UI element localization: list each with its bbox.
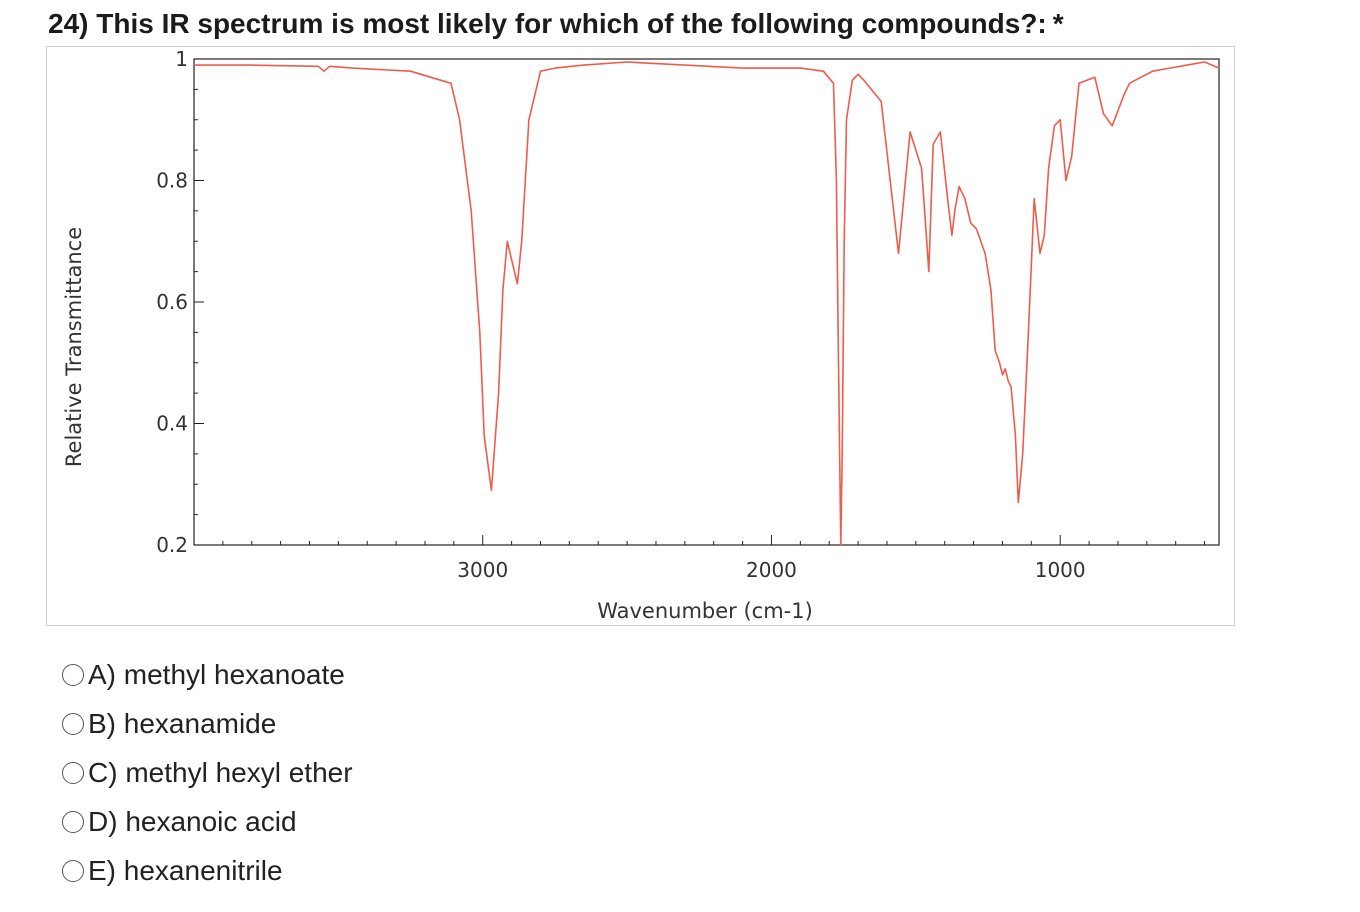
y-tick-label: 0.4 — [156, 412, 188, 436]
option-label: B) hexanamide — [88, 707, 277, 739]
y-tick-label: 0.8 — [156, 169, 188, 193]
y-tick-label: 0.2 — [156, 533, 188, 557]
spectrum-line — [194, 61, 1220, 546]
x-tick-label: 3000 — [457, 558, 508, 582]
x-tick-label: 1000 — [1035, 558, 1086, 582]
question-text: 24) This IR spectrum is most likely for … — [48, 8, 1047, 39]
option-a[interactable]: A) methyl hexanoate — [62, 650, 353, 699]
option-e[interactable]: E) hexanenitrile — [62, 846, 353, 895]
y-tick-label: 0.6 — [156, 290, 188, 314]
required-marker: * — [1052, 8, 1064, 39]
radio-button-icon[interactable] — [62, 663, 84, 686]
plot-frame — [193, 58, 1220, 546]
x-tick-label: 2000 — [746, 558, 797, 582]
question-title: 24) This IR spectrum is most likely for … — [48, 8, 1064, 40]
radio-button-icon[interactable] — [62, 712, 84, 735]
ir-spectrum-figure: Relative Transmittance Wavenumber (cm-1)… — [46, 46, 1235, 626]
option-label: C) methyl hexyl ether — [88, 756, 353, 788]
y-tick-label: 1 — [175, 47, 188, 71]
option-label: D) hexanoic acid — [88, 805, 297, 837]
option-b[interactable]: B) hexanamide — [62, 699, 353, 748]
radio-button-icon[interactable] — [62, 810, 84, 833]
option-d[interactable]: D) hexanoic acid — [62, 797, 353, 846]
option-c[interactable]: C) methyl hexyl ether — [62, 748, 353, 797]
option-label: A) methyl hexanoate — [88, 658, 345, 690]
ir-spectrum-chart: Relative Transmittance Wavenumber (cm-1)… — [62, 47, 1220, 623]
option-label: E) hexanenitrile — [88, 854, 283, 886]
radio-button-icon[interactable] — [62, 859, 84, 882]
x-axis-label: Wavenumber (cm-1) — [597, 599, 813, 623]
radio-button-icon[interactable] — [62, 761, 84, 784]
answer-options: A) methyl hexanoate B) hexanamide C) met… — [62, 650, 353, 895]
y-axis-label: Relative Transmittance — [62, 227, 86, 467]
